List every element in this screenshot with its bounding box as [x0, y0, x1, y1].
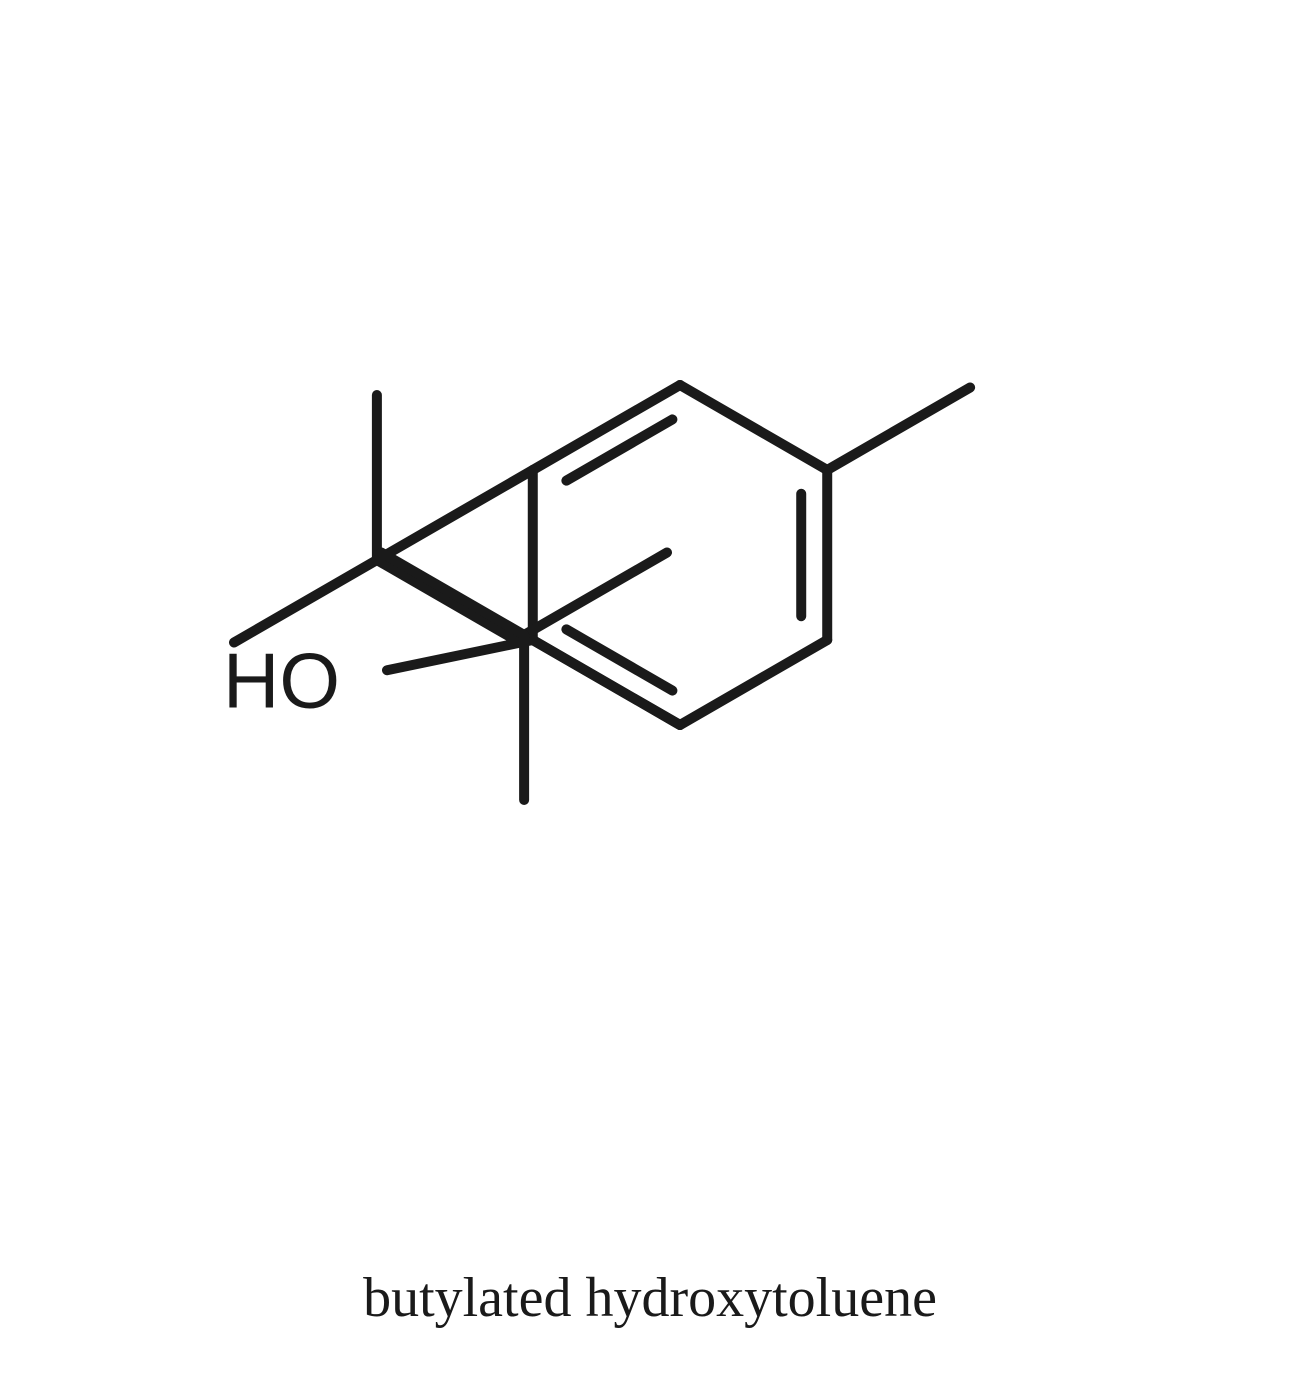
compound-name-caption: butylated hydroxytoluene — [0, 1266, 1300, 1330]
molecule-svg: HO — [0, 0, 1300, 1390]
diagram-canvas: HO butylated hydroxytoluene — [0, 0, 1300, 1390]
hydroxyl-label: HO — [223, 636, 340, 724]
